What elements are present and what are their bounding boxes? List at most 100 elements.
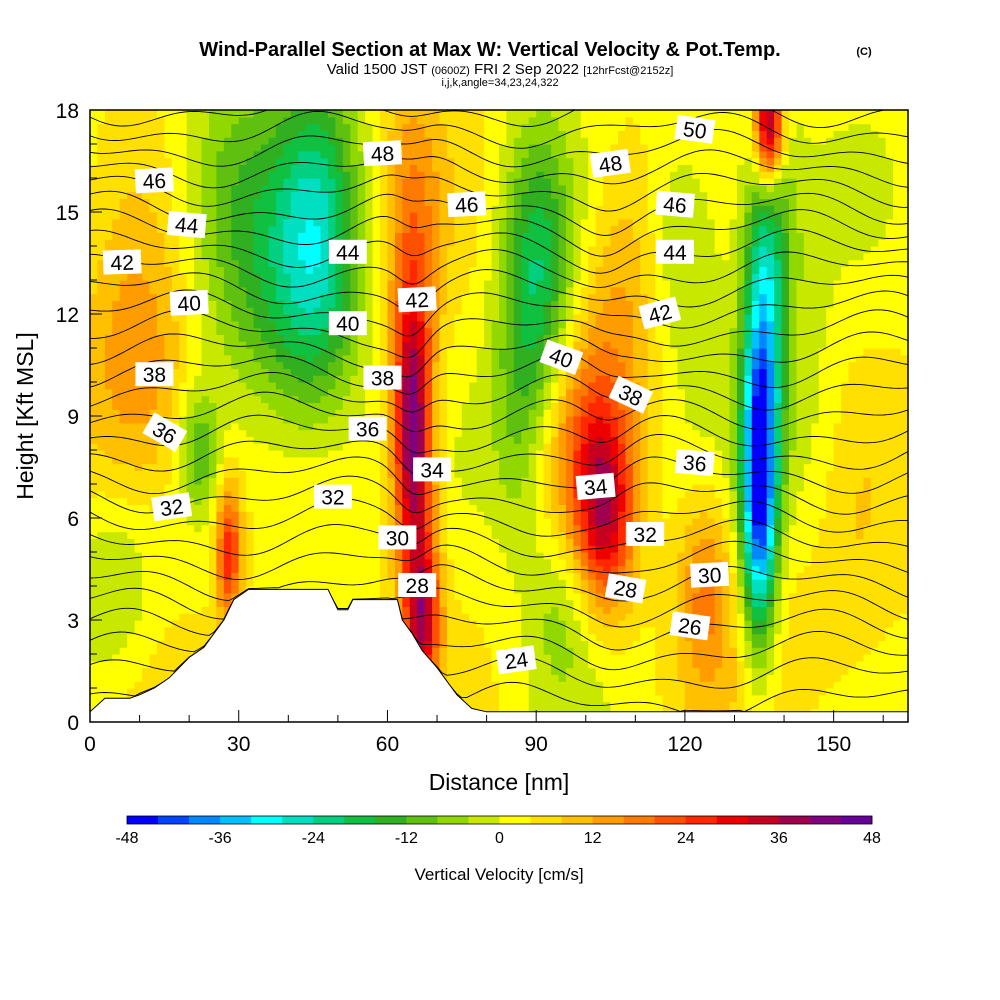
- velocity-cell: [454, 606, 463, 614]
- velocity-cell: [491, 368, 500, 376]
- velocity-cell: [305, 348, 314, 356]
- velocity-cell: [164, 416, 173, 424]
- velocity-cell: [342, 429, 351, 437]
- velocity-cell: [380, 511, 388, 519]
- velocity-cell: [454, 647, 463, 655]
- velocity-cell: [491, 300, 500, 308]
- velocity-cell: [134, 110, 143, 118]
- velocity-cell: [424, 395, 433, 403]
- velocity-cell: [97, 626, 106, 635]
- velocity-cell: [127, 361, 136, 369]
- velocity-cell: [119, 592, 128, 601]
- velocity-cell: [216, 463, 225, 471]
- velocity-cell: [320, 116, 329, 125]
- velocity-cell: [238, 232, 247, 240]
- velocity-cell: [305, 184, 314, 193]
- velocity-cell: [387, 164, 396, 172]
- velocity-cell: [179, 137, 188, 145]
- velocity-cell: [320, 150, 329, 159]
- velocity-cell: [253, 116, 262, 125]
- velocity-cell: [127, 477, 136, 485]
- velocity-cell: [216, 300, 225, 308]
- velocity-cell: [298, 123, 307, 131]
- velocity-cell: [171, 416, 180, 424]
- velocity-cell: [461, 300, 470, 308]
- velocity-cell: [268, 354, 277, 363]
- velocity-cell: [365, 320, 374, 329]
- velocity-cell: [275, 558, 284, 567]
- velocity-cell: [149, 402, 158, 410]
- velocity-cell: [469, 307, 478, 315]
- velocity-cell: [171, 456, 180, 465]
- velocity-cell: [372, 592, 381, 601]
- velocity-cell: [231, 518, 240, 526]
- velocity-cell: [439, 606, 448, 614]
- velocity-cell: [290, 531, 299, 539]
- velocity-cell: [104, 286, 113, 295]
- velocity-cell: [409, 402, 418, 410]
- velocity-cell: [156, 572, 165, 580]
- velocity-cell: [491, 354, 500, 363]
- velocity-cell: [402, 416, 411, 424]
- velocity-cell: [246, 293, 255, 301]
- velocity-cell: [253, 443, 262, 451]
- velocity-cell: [484, 150, 493, 159]
- velocity-cell: [127, 470, 136, 478]
- velocity-cell: [305, 450, 314, 458]
- velocity-cell: [238, 130, 247, 138]
- velocity-cell: [238, 524, 247, 533]
- velocity-cell: [231, 164, 240, 172]
- velocity-cell: [104, 225, 113, 233]
- velocity-cell: [305, 225, 314, 233]
- velocity-cell: [424, 205, 433, 213]
- velocity-cell: [156, 477, 165, 485]
- velocity-cell: [394, 599, 403, 607]
- velocity-cell: [350, 586, 359, 594]
- velocity-cell: [90, 552, 98, 560]
- velocity-cell: [432, 320, 441, 329]
- velocity-cell: [186, 171, 195, 179]
- velocity-cell: [238, 157, 247, 165]
- velocity-cell: [142, 212, 151, 220]
- velocity-cell: [268, 497, 277, 505]
- velocity-cell: [372, 538, 381, 546]
- velocity-cell: [231, 341, 240, 349]
- velocity-cell: [261, 205, 269, 213]
- velocity-cell: [342, 463, 351, 471]
- velocity-cell: [112, 314, 121, 322]
- velocity-cell: [127, 667, 136, 675]
- velocity-cell: [342, 164, 351, 172]
- velocity-cell: [268, 409, 277, 417]
- velocity-cell: [439, 579, 448, 587]
- velocity-cell: [461, 334, 470, 342]
- velocity-cell: [253, 450, 262, 458]
- velocity-cell: [253, 422, 262, 431]
- velocity-cell: [342, 116, 351, 125]
- velocity-cell: [387, 511, 396, 519]
- velocity-cell: [134, 280, 143, 288]
- velocity-cell: [424, 443, 433, 451]
- velocity-cell: [365, 572, 374, 580]
- velocity-cell: [424, 538, 433, 546]
- velocity-cell: [268, 484, 277, 492]
- velocity-cell: [454, 463, 463, 471]
- velocity-cell: [394, 110, 403, 118]
- velocity-cell: [119, 409, 128, 417]
- velocity-cell: [275, 348, 284, 356]
- velocity-cell: [387, 320, 396, 329]
- velocity-cell: [275, 300, 284, 308]
- velocity-cell: [201, 606, 210, 614]
- velocity-cell: [223, 497, 232, 505]
- velocity-cell: [275, 130, 284, 138]
- velocity-cell: [112, 647, 121, 655]
- velocity-cell: [149, 144, 158, 152]
- velocity-cell: [171, 252, 180, 261]
- velocity-cell: [290, 314, 299, 322]
- velocity-cell: [246, 382, 255, 390]
- velocity-cell: [104, 334, 113, 342]
- velocity-cell: [380, 259, 388, 267]
- velocity-cell: [246, 436, 255, 444]
- velocity-cell: [454, 579, 463, 587]
- velocity-cell: [90, 694, 98, 703]
- velocity-cell: [156, 395, 165, 403]
